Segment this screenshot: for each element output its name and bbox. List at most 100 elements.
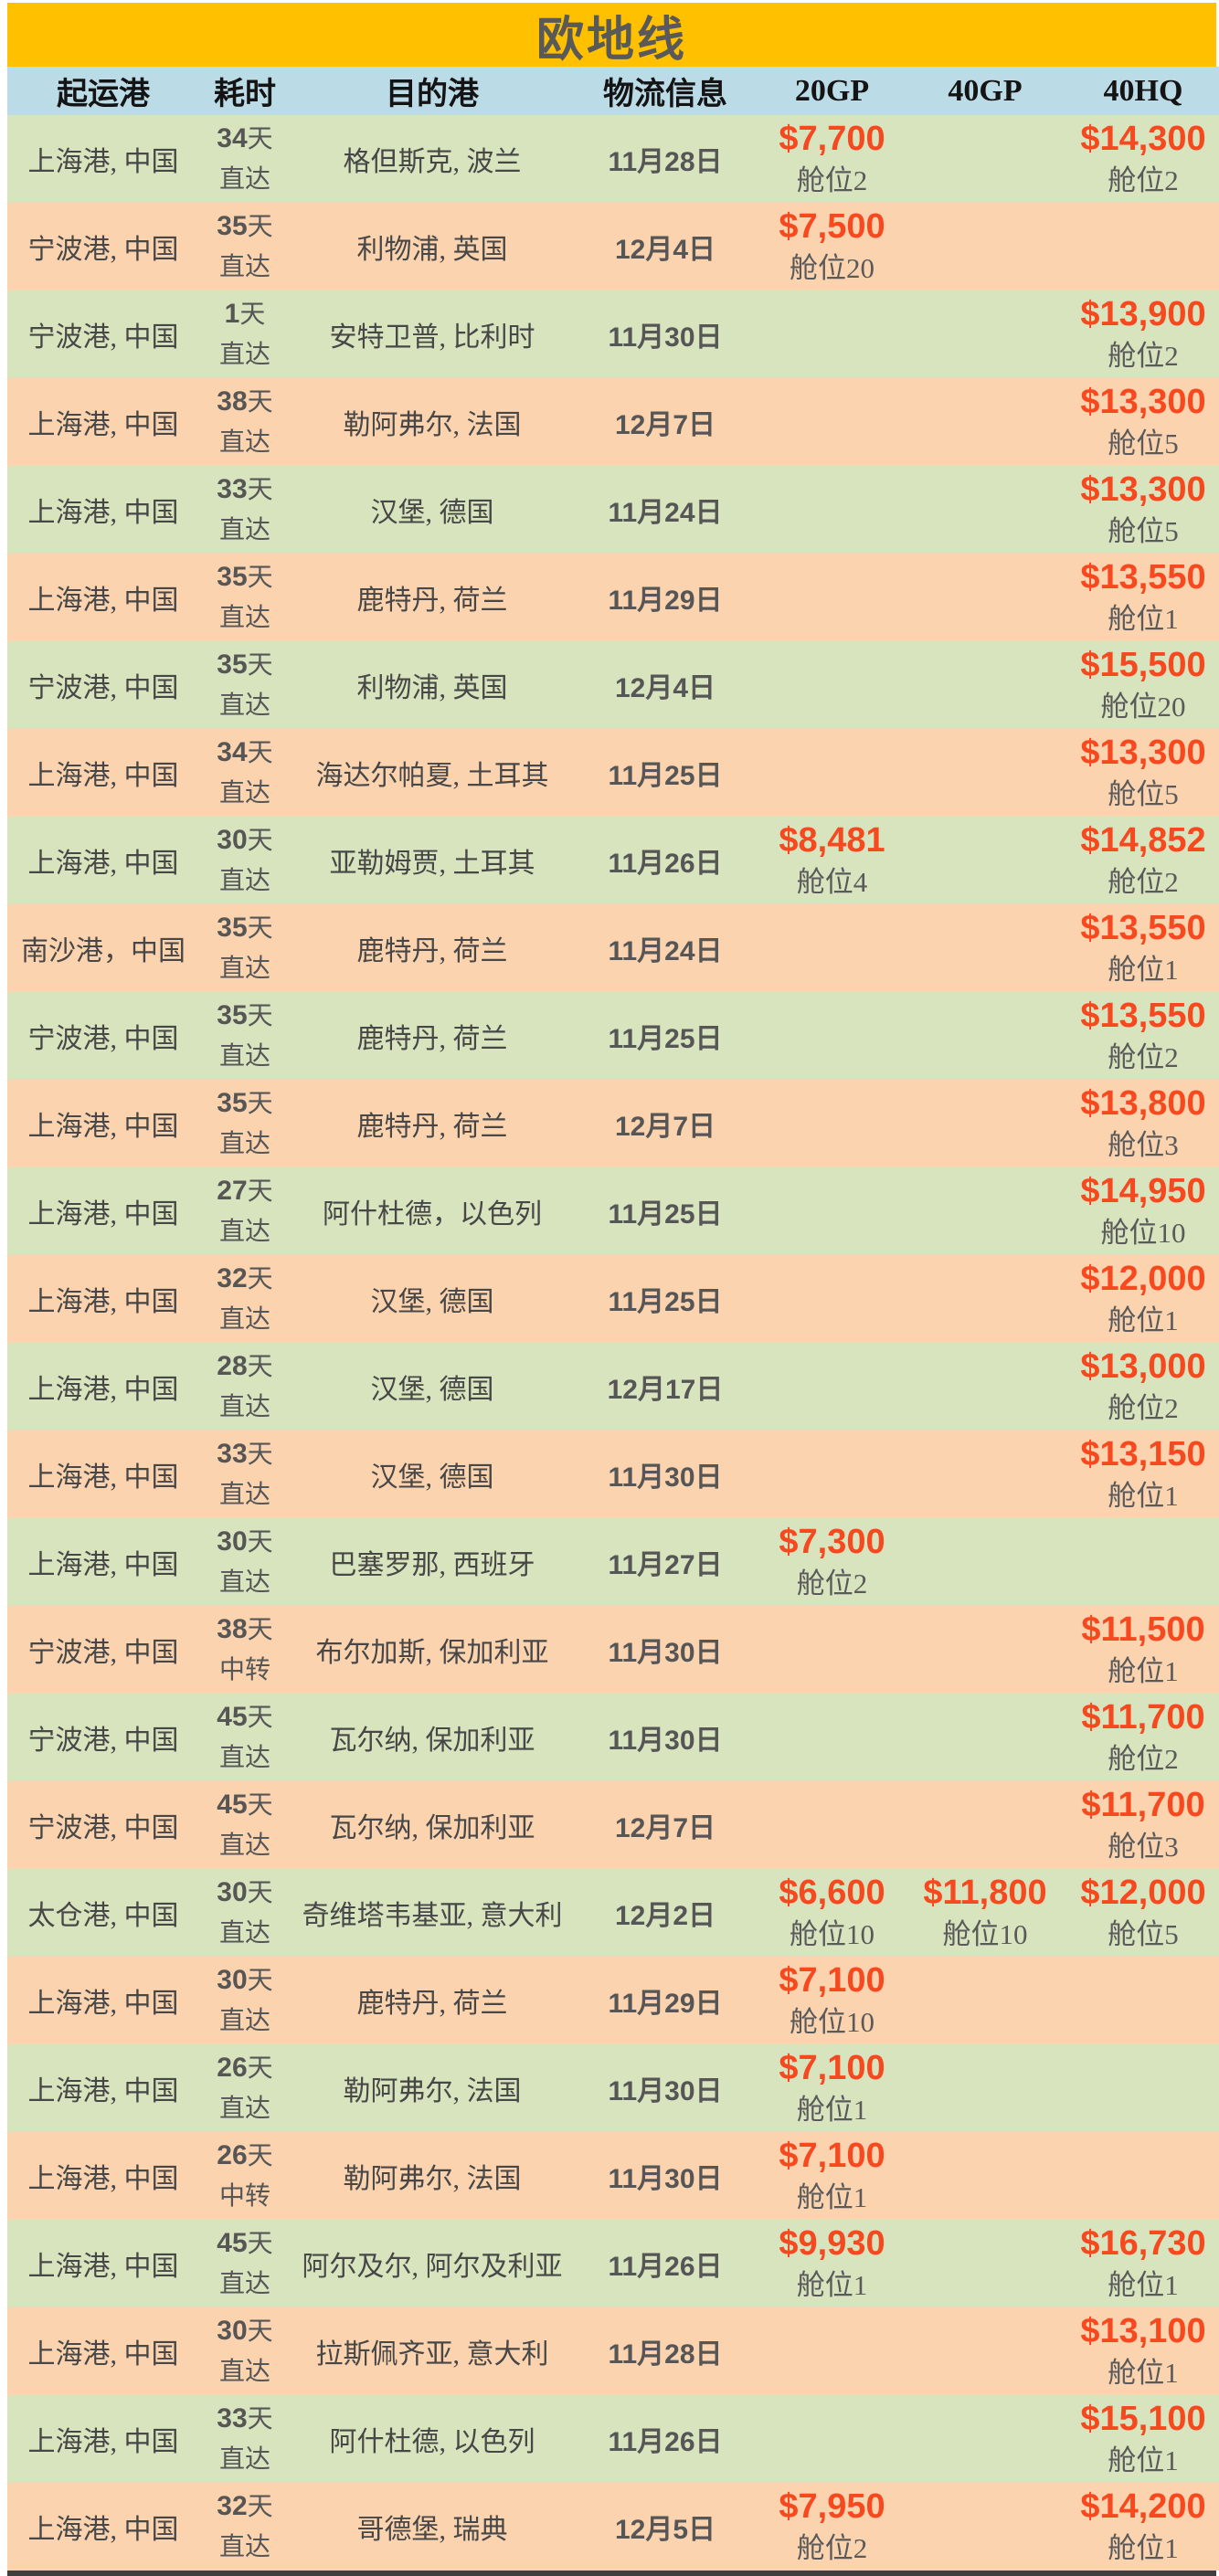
price-20gp-cell: $7,500 舱位20 (757, 203, 907, 290)
duration-days: 33天 (199, 2401, 291, 2442)
etd-date: 11月25日 (608, 1199, 723, 1230)
route-row: 上海港, 中国 28天 直达 汉堡, 德国 12月17日 $13,000 舱位2 (7, 1343, 1219, 1431)
duration-days-unit: 天 (247, 2229, 273, 2258)
etd-date: 11月24日 (608, 498, 723, 528)
slots-value: 舱位2 (1108, 340, 1179, 372)
logistics-info-cell: 11月30日 (574, 2044, 757, 2132)
origin-port-cell: 上海港, 中国 (7, 115, 199, 203)
duration-days: 45天 (199, 1699, 291, 1740)
logistics-info-cell: 11月25日 (574, 1255, 757, 1343)
price-value: $13,550 (1080, 909, 1206, 947)
price-40gp-cell (907, 554, 1063, 641)
duration-cell: 34天 直达 (199, 729, 291, 817)
transit-type: 直达 (218, 1392, 270, 1421)
duration-cell: 35天 直达 (199, 1080, 291, 1167)
duration-days: 32天 (199, 2488, 291, 2529)
logistics-info-cell: 11月30日 (574, 1694, 757, 1781)
logistics-info-cell: 11月29日 (574, 1957, 757, 2044)
destination-port: 鹿特丹, 荷兰 (356, 936, 508, 966)
destination-port: 汉堡, 德国 (370, 1287, 494, 1317)
destination-port-cell: 鹿特丹, 荷兰 (291, 992, 574, 1080)
price-40gp-cell (907, 203, 1063, 290)
etd-date: 11月28日 (608, 2339, 723, 2370)
price-40hq-cell (1063, 1518, 1219, 1606)
slots-value: 舱位10 (790, 2006, 874, 2038)
slots-value: 舱位3 (1108, 1831, 1179, 1863)
transit-type: 直达 (218, 954, 270, 983)
origin-port: 南沙港，中国 (21, 936, 186, 966)
duration-days-number: 38 (217, 385, 248, 417)
price-40gp-cell (907, 2132, 1063, 2220)
price-20gp-cell: $7,100 舱位1 (757, 2132, 907, 2220)
price-40hq-cell (1063, 203, 1219, 290)
slots-value: 舱位2 (1108, 1041, 1179, 1073)
logistics-info-cell: 11月27日 (574, 1518, 757, 1606)
origin-port: 宁波港, 中国 (27, 1813, 179, 1843)
duration-days: 33天 (199, 471, 291, 512)
duration-days-number: 33 (217, 2402, 248, 2433)
etd-date: 11月30日 (608, 2164, 723, 2194)
etd-date: 11月26日 (608, 849, 723, 879)
route-row: 上海港, 中国 30天 直达 巴塞罗那, 西班牙 11月27日 $7,300 舱… (7, 1518, 1219, 1606)
transit-type: 直达 (218, 252, 270, 281)
slots-value: 舱位2 (1108, 1392, 1179, 1424)
route-row: 上海港, 中国 33天 直达 阿什杜德, 以色列 11月26日 $15,100 … (7, 2395, 1219, 2483)
price-value: $9,930 (779, 2224, 885, 2263)
origin-port: 上海港, 中国 (27, 849, 179, 879)
price-40hq-cell: $13,900 舱位2 (1063, 290, 1219, 378)
price-value: $14,200 (1080, 2487, 1206, 2526)
duration-days-unit: 天 (247, 2053, 273, 2083)
duration-cell: 30天 直达 (199, 817, 291, 904)
duration-days-number: 35 (217, 561, 248, 592)
price-value: $7,100 (779, 2049, 885, 2087)
etd-date: 12月7日 (614, 410, 716, 440)
logistics-info-cell: 11月30日 (574, 290, 757, 378)
duration-cell: 33天 直达 (199, 466, 291, 554)
transit-type: 直达 (218, 2094, 270, 2123)
origin-port: 上海港, 中国 (27, 147, 179, 177)
price-value: $13,300 (1080, 734, 1206, 772)
slots-value: 舱位1 (1108, 1480, 1179, 1512)
price-40hq-cell: $11,500 舱位1 (1063, 1606, 1219, 1694)
origin-port-cell: 上海港, 中国 (7, 554, 199, 641)
price-40hq-cell: $14,852 舱位2 (1063, 817, 1219, 904)
destination-port-cell: 巴塞罗那, 西班牙 (291, 1518, 574, 1606)
duration-days: 45天 (199, 1787, 291, 1828)
price-20gp-cell (757, 1431, 907, 1518)
price-40gp-cell (907, 2395, 1063, 2483)
route-row: 宁波港, 中国 1天 直达 安特卫普, 比利时 11月30日 $13,900 舱… (7, 290, 1219, 378)
duration-cell: 35天 直达 (199, 641, 291, 729)
logistics-info-cell: 11月30日 (574, 1606, 757, 1694)
duration-days-unit: 天 (247, 1440, 273, 1469)
destination-port: 利物浦, 英国 (356, 673, 508, 703)
transit-type: 直达 (218, 1304, 270, 1334)
slots-value: 舱位4 (796, 866, 868, 898)
origin-port: 宁波港, 中国 (27, 1024, 179, 1054)
price-40gp-cell (907, 466, 1063, 554)
destination-port-cell: 汉堡, 德国 (291, 1431, 574, 1518)
duration-days-number: 26 (217, 2052, 248, 2083)
destination-port-cell: 布尔加斯, 保加利亚 (291, 1606, 574, 1694)
origin-port: 宁波港, 中国 (27, 322, 179, 353)
price-40gp-cell (907, 1694, 1063, 1781)
logistics-info-cell: 11月25日 (574, 1167, 757, 1255)
etd-date: 11月29日 (608, 1989, 723, 2019)
origin-port-cell: 上海港, 中国 (7, 1343, 199, 1431)
origin-port-cell: 上海港, 中国 (7, 817, 199, 904)
price-40hq-cell: $11,700 舱位2 (1063, 1694, 1219, 1781)
duration-days: 35天 (199, 208, 291, 249)
duration-days-unit: 天 (247, 1878, 273, 1907)
etd-date: 11月25日 (608, 761, 723, 791)
etd-date: 11月27日 (608, 1550, 723, 1580)
destination-port-cell: 哥德堡, 瑞典 (291, 2483, 574, 2571)
destination-port: 阿尔及尔, 阿尔及利亚 (302, 2252, 563, 2282)
transit-type: 直达 (218, 1217, 270, 1246)
price-40hq-cell: $13,800 舱位3 (1063, 1080, 1219, 1167)
destination-port: 勒阿弗尔, 法国 (343, 2164, 522, 2194)
logistics-info-cell: 12月4日 (574, 203, 757, 290)
slots-value: 舱位1 (796, 2269, 868, 2301)
logistics-info-cell: 12月7日 (574, 378, 757, 466)
transit-type: 直达 (218, 1041, 270, 1071)
duration-cell: 38天 中转 (199, 1606, 291, 1694)
price-value: $13,300 (1080, 383, 1206, 421)
